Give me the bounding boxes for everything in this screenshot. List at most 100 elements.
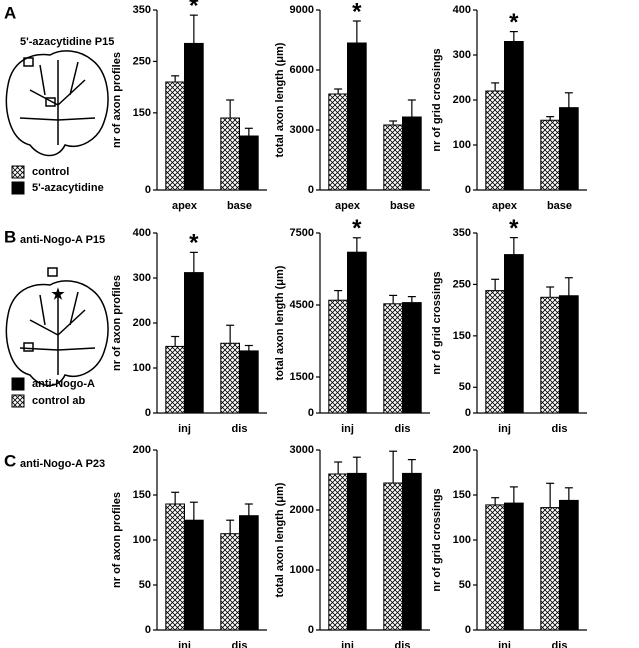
significance-star: *: [509, 215, 519, 242]
panel-title: anti-Nogo-A P23: [20, 458, 105, 470]
bar: [559, 107, 579, 191]
injection-star: ★: [51, 286, 65, 303]
panel-letter: C: [4, 451, 16, 470]
y-tick-label: 300: [453, 49, 471, 61]
y-tick-label: 100: [453, 139, 471, 151]
bar: [540, 119, 560, 191]
bar: [328, 93, 348, 191]
cerebellum-drawing: [5, 50, 109, 387]
y-tick-label: 0: [145, 407, 151, 419]
bar: [540, 507, 560, 631]
bar: [540, 296, 560, 414]
bar: [485, 504, 505, 631]
x-tick-label: apex: [335, 200, 361, 212]
bar: [347, 251, 367, 414]
bar: [239, 350, 259, 414]
y-tick-label: 1000: [290, 564, 314, 576]
x-tick-label: base: [227, 200, 252, 212]
y-tick-label: 50: [459, 579, 471, 591]
x-tick-label: dis: [232, 423, 248, 435]
y-tick-label: 9000: [290, 4, 314, 16]
significance-star: *: [189, 0, 199, 19]
legend-label: control: [32, 166, 69, 178]
bar: [347, 42, 367, 191]
y-tick-label: 200: [453, 94, 471, 106]
y-tick-label: 0: [465, 184, 471, 196]
significance-star: *: [509, 9, 519, 36]
significance-star: *: [189, 230, 199, 257]
bar: [165, 81, 186, 191]
y-tick-label: 4500: [290, 299, 314, 311]
y-tick-label: 100: [133, 534, 151, 546]
y-tick-label: 100: [453, 534, 471, 546]
y-tick-label: 0: [465, 624, 471, 636]
y-tick-label: 400: [453, 4, 471, 16]
y-axis-label: nr of axon profiles: [111, 492, 123, 588]
x-tick-label: base: [547, 200, 572, 212]
y-tick-label: 350: [133, 4, 151, 16]
bar: [402, 116, 422, 191]
y-tick-label: 0: [465, 407, 471, 419]
bar: [504, 254, 524, 414]
x-tick-label: inj: [341, 640, 354, 648]
y-tick-label: 50: [139, 579, 151, 591]
bar: [383, 482, 403, 631]
panel-letter: A: [4, 3, 16, 22]
x-tick-label: dis: [552, 640, 568, 648]
y-tick-label: 250: [453, 278, 471, 290]
legend-label: anti-Nogo-A: [32, 378, 95, 390]
bar: [504, 41, 524, 191]
bar: [184, 42, 204, 191]
bar: [165, 503, 186, 631]
y-axis-label: nr of axon profiles: [111, 275, 123, 371]
y-tick-label: 7500: [290, 227, 314, 239]
bar: [184, 519, 204, 631]
x-tick-label: dis: [232, 640, 248, 648]
x-tick-label: inj: [341, 423, 354, 435]
bar: [239, 515, 259, 631]
bar: [402, 472, 422, 631]
y-tick-label: 200: [453, 444, 471, 456]
y-tick-label: 0: [145, 184, 151, 196]
bar: [165, 345, 186, 414]
y-tick-label: 150: [453, 489, 471, 501]
panel-letter: B: [4, 227, 16, 246]
y-tick-label: 250: [133, 55, 151, 67]
y-axis-label: total axon length (μm): [274, 265, 286, 380]
y-tick-label: 50: [459, 381, 471, 393]
bar: [504, 502, 524, 631]
y-tick-label: 2000: [290, 504, 314, 516]
y-tick-label: 150: [133, 107, 151, 119]
bar: [559, 499, 579, 631]
bar: [383, 303, 403, 414]
x-tick-label: base: [390, 200, 415, 212]
bar: [184, 272, 204, 414]
x-tick-label: dis: [395, 640, 411, 648]
y-tick-label: 200: [133, 444, 151, 456]
y-tick-label: 0: [145, 624, 151, 636]
x-tick-label: apex: [172, 200, 198, 212]
x-tick-label: dis: [552, 423, 568, 435]
x-tick-label: dis: [395, 423, 411, 435]
y-axis-label: nr of grid crossings: [431, 271, 443, 374]
bar: [220, 533, 241, 631]
bar: [559, 295, 579, 414]
legend-swatch: [11, 394, 25, 408]
x-tick-label: inj: [178, 423, 191, 435]
y-axis-label: nr of grid crossings: [431, 48, 443, 151]
legend-swatch: [11, 181, 25, 195]
y-tick-label: 150: [453, 330, 471, 342]
y-tick-label: 1500: [290, 371, 314, 383]
bar: [485, 90, 505, 191]
y-tick-label: 400: [133, 227, 151, 239]
y-axis-label: total axon length (μm): [274, 42, 286, 157]
y-tick-label: 3000: [290, 124, 314, 136]
y-axis-label: total axon length (μm): [274, 482, 286, 597]
significance-star: *: [352, 215, 362, 242]
bar: [347, 472, 367, 631]
y-tick-label: 0: [308, 624, 314, 636]
x-tick-label: inj: [178, 640, 191, 648]
panel-title: 5'-azacytidine P15: [20, 36, 114, 48]
significance-star: *: [352, 0, 362, 25]
